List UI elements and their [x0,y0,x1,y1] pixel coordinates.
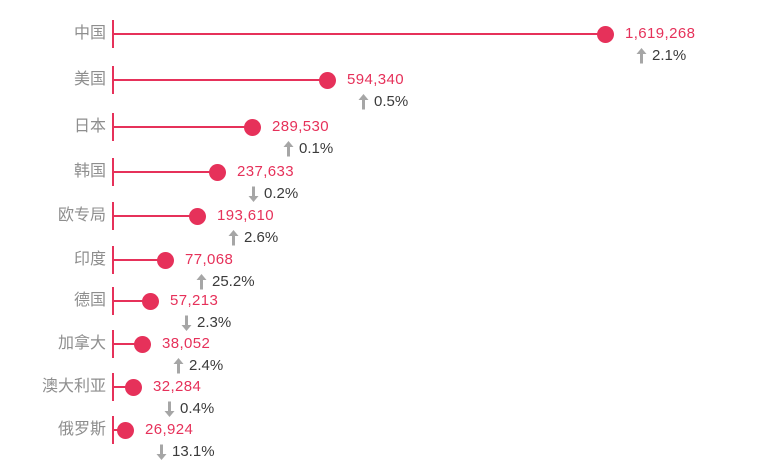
change-label: 0.5% [374,93,409,110]
change-indicator: 2.3% [181,315,231,331]
change-indicator: 0.4% [164,401,214,417]
category-label: 俄罗斯 [57,421,106,438]
change-indicator: 0.2% [248,186,298,202]
lollipop-line [113,171,217,173]
change-label: 0.4% [180,400,215,417]
change-label: 2.3% [197,314,232,331]
lollipop-dot [124,378,142,396]
value-label: 57,213 [170,292,219,309]
lollipop-dot [188,207,206,225]
value-label: 1,619,268 [625,25,696,42]
lollipop-dot [243,118,261,136]
category-label: 韩国 [73,163,106,180]
value-label: 237,633 [237,163,295,180]
lollipop-line [113,259,165,261]
change-label: 2.6% [244,229,279,246]
change-indicator: 2.4% [173,358,223,374]
category-label: 日本 [73,118,106,135]
lollipop-line [113,386,133,388]
change-indicator: 13.1% [156,444,215,460]
down-arrow-icon [181,315,192,331]
up-arrow-icon [358,94,369,110]
change-indicator: 0.5% [358,94,408,110]
down-arrow-icon [164,401,175,417]
category-label: 美国 [73,71,106,88]
up-arrow-icon [636,48,647,64]
change-label: 0.2% [264,185,299,202]
change-indicator: 0.1% [283,141,333,157]
lollipop-line [113,33,605,35]
change-label: 13.1% [172,443,215,460]
lollipop-dot [596,25,614,43]
change-indicator: 25.2% [196,274,255,290]
value-label: 26,924 [145,421,194,438]
lollipop-line [113,79,327,81]
up-arrow-icon [228,230,239,246]
down-arrow-icon [156,444,167,460]
value-label: 289,530 [272,118,330,135]
lollipop-dot [208,163,226,181]
up-arrow-icon [283,141,294,157]
change-indicator: 2.6% [228,230,278,246]
lollipop-line [113,343,142,345]
change-label: 2.1% [652,47,687,64]
category-label: 加拿大 [57,335,106,352]
change-label: 0.1% [299,140,334,157]
lollipop-line [113,300,150,302]
category-label: 德国 [73,292,106,309]
value-label: 32,284 [153,378,202,395]
category-label: 澳大利亚 [41,378,106,395]
category-label: 印度 [73,251,106,268]
lollipop-dot [318,71,336,89]
lollipop-line [113,215,197,217]
down-arrow-icon [248,186,259,202]
lollipop-line [113,126,252,128]
change-label: 2.4% [189,357,224,374]
value-label: 193,610 [217,207,275,224]
change-label: 25.2% [212,273,255,290]
lollipop-dot [116,421,134,439]
category-label: 欧专局 [57,207,106,224]
lollipop-dot [141,292,159,310]
value-label: 594,340 [347,71,405,88]
up-arrow-icon [196,274,207,290]
lollipop-dot [133,335,151,353]
category-label: 中国 [73,25,106,42]
up-arrow-icon [173,358,184,374]
value-label: 77,068 [185,251,234,268]
lollipop-dot [156,251,174,269]
value-label: 38,052 [162,335,211,352]
change-indicator: 2.1% [636,48,686,64]
